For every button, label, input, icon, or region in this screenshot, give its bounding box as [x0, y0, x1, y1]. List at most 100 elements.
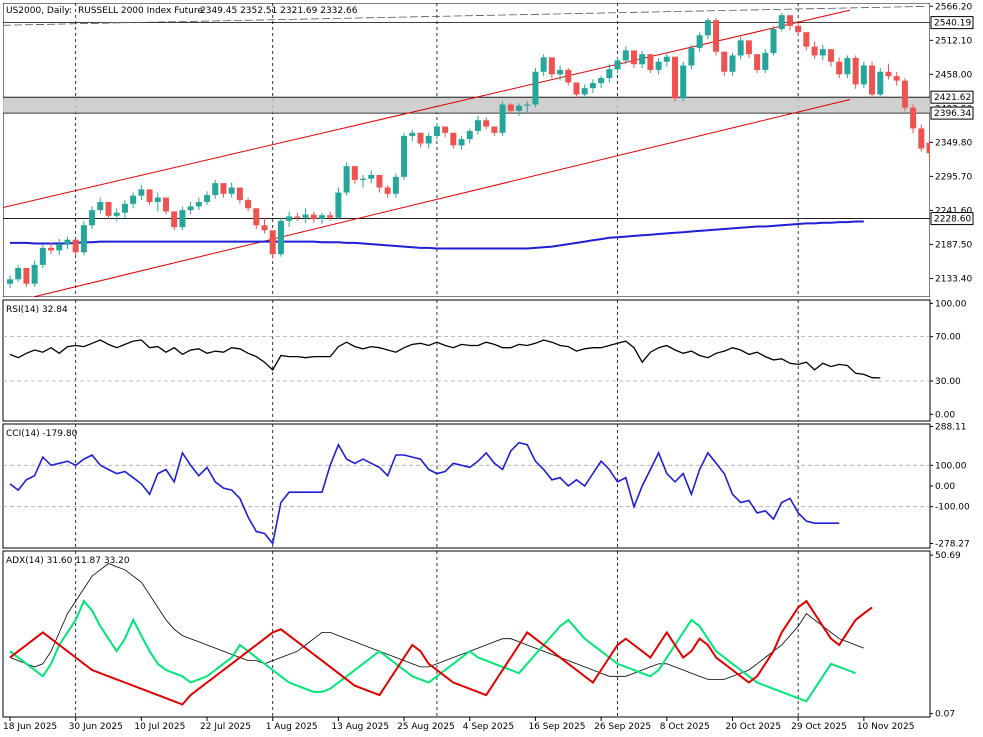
- candle: [433, 123, 440, 140]
- candle: [351, 166, 358, 184]
- price-tick-label: 2512.10: [935, 36, 972, 46]
- rsi-tick-label: 30.00: [935, 377, 961, 387]
- candle-body: [770, 29, 777, 53]
- candle: [762, 49, 769, 74]
- adx-panel[interactable]: 50.69 0.07: [2, 550, 961, 720]
- candle: [622, 46, 629, 65]
- candle-body: [557, 69, 564, 75]
- cci-tick-label: -100.00: [935, 503, 970, 513]
- candle-body: [23, 268, 30, 284]
- candle: [647, 54, 654, 74]
- candle: [417, 132, 424, 148]
- candle-body: [327, 215, 334, 218]
- candle-body: [507, 104, 514, 111]
- candle-body: [401, 135, 408, 177]
- time-axis: 18 Jun 2025 30 Jun 2025 10 Jul 2025 22 Jul …: [3, 717, 914, 732]
- rsi-tick-label: 0.00: [935, 410, 955, 420]
- time-tick-label: 29 Oct 2025: [791, 722, 847, 732]
- time-tick-label: 18 Jun 2025: [3, 722, 57, 732]
- candle-body: [573, 82, 580, 95]
- candle: [318, 212, 325, 224]
- candle-body: [786, 15, 793, 26]
- candle-body: [803, 32, 810, 47]
- candle-body: [56, 244, 63, 251]
- candle: [236, 187, 243, 204]
- candle: [253, 208, 260, 230]
- price-tick-label: 2295.70: [935, 172, 972, 182]
- candle: [893, 71, 900, 86]
- candle: [795, 22, 802, 36]
- candle: [245, 197, 252, 212]
- candle: [598, 75, 605, 89]
- price-panel[interactable]: [0, 3, 933, 306]
- candle-body: [162, 197, 169, 212]
- candle: [368, 170, 375, 184]
- candle-body: [630, 50, 637, 65]
- time-tick-label: 22 Jul 2025: [200, 722, 251, 732]
- candle: [713, 17, 720, 56]
- rsi-frame: [2, 299, 931, 422]
- candle-body: [195, 201, 202, 207]
- candle: [204, 191, 211, 206]
- candle: [23, 268, 30, 287]
- time-tick-label: 10 Nov 2025: [857, 722, 915, 732]
- candle-body: [622, 50, 629, 61]
- rsi-panel[interactable]: 100.00 70.00 30.00 0.00: [2, 299, 967, 422]
- candle-body: [433, 126, 440, 136]
- candle-body: [294, 216, 301, 218]
- candle: [401, 132, 408, 180]
- candle: [663, 52, 670, 67]
- rsi-tick-label: 70.00: [935, 333, 961, 343]
- candle: [64, 236, 71, 250]
- cci-tick-label: -278.27: [935, 540, 970, 550]
- price-tick-label: 2566.20: [935, 2, 972, 12]
- candle: [573, 82, 580, 99]
- candle-body: [228, 187, 235, 194]
- price-level-tag-label: 2228.60: [934, 215, 971, 225]
- candle: [910, 104, 917, 134]
- candle-body: [269, 230, 276, 255]
- time-tick-label: 13 Aug 2025: [331, 722, 389, 732]
- candle: [745, 40, 752, 58]
- candle-body: [639, 54, 646, 65]
- candle: [803, 32, 810, 51]
- candle-body: [146, 189, 153, 202]
- candle-body: [795, 25, 802, 33]
- candle-body: [417, 132, 424, 144]
- price-tick-label: 2133.40: [935, 274, 972, 284]
- candle: [442, 126, 449, 138]
- cci-panel[interactable]: 288.11 100.00 0.00 -100.00 -278.27: [2, 422, 970, 550]
- candle-body: [368, 174, 375, 179]
- cci-line: [9, 441, 840, 546]
- candle: [97, 197, 104, 214]
- candle-body: [598, 78, 605, 84]
- candle: [376, 174, 383, 193]
- candle-body: [606, 69, 613, 79]
- rsi-plot: [3, 336, 930, 382]
- candle-body: [277, 220, 284, 255]
- candle-body: [729, 55, 736, 72]
- ohlc-readout: 2349.45 2352.51 2321.69 2332.66: [200, 6, 358, 16]
- candle: [228, 182, 235, 198]
- candle: [672, 56, 679, 102]
- candle-body: [15, 268, 22, 280]
- rsi-line: [9, 339, 881, 379]
- candle: [80, 220, 87, 256]
- channel-lower-line: [31, 98, 851, 297]
- candle: [819, 44, 826, 61]
- candle-body: [121, 203, 128, 213]
- candle: [113, 208, 120, 221]
- candle: [499, 101, 506, 136]
- candle: [384, 184, 391, 198]
- candle-body: [105, 201, 112, 216]
- time-tick-label: 16 Sep 2025: [528, 722, 585, 732]
- candle-body: [425, 135, 432, 144]
- candle-body: [885, 71, 892, 77]
- candle: [836, 57, 843, 79]
- candle: [310, 211, 317, 223]
- candle-body: [672, 56, 679, 99]
- candle-body: [877, 71, 884, 95]
- price-tick-label: 2349.80: [935, 138, 972, 148]
- candle-body: [335, 192, 342, 218]
